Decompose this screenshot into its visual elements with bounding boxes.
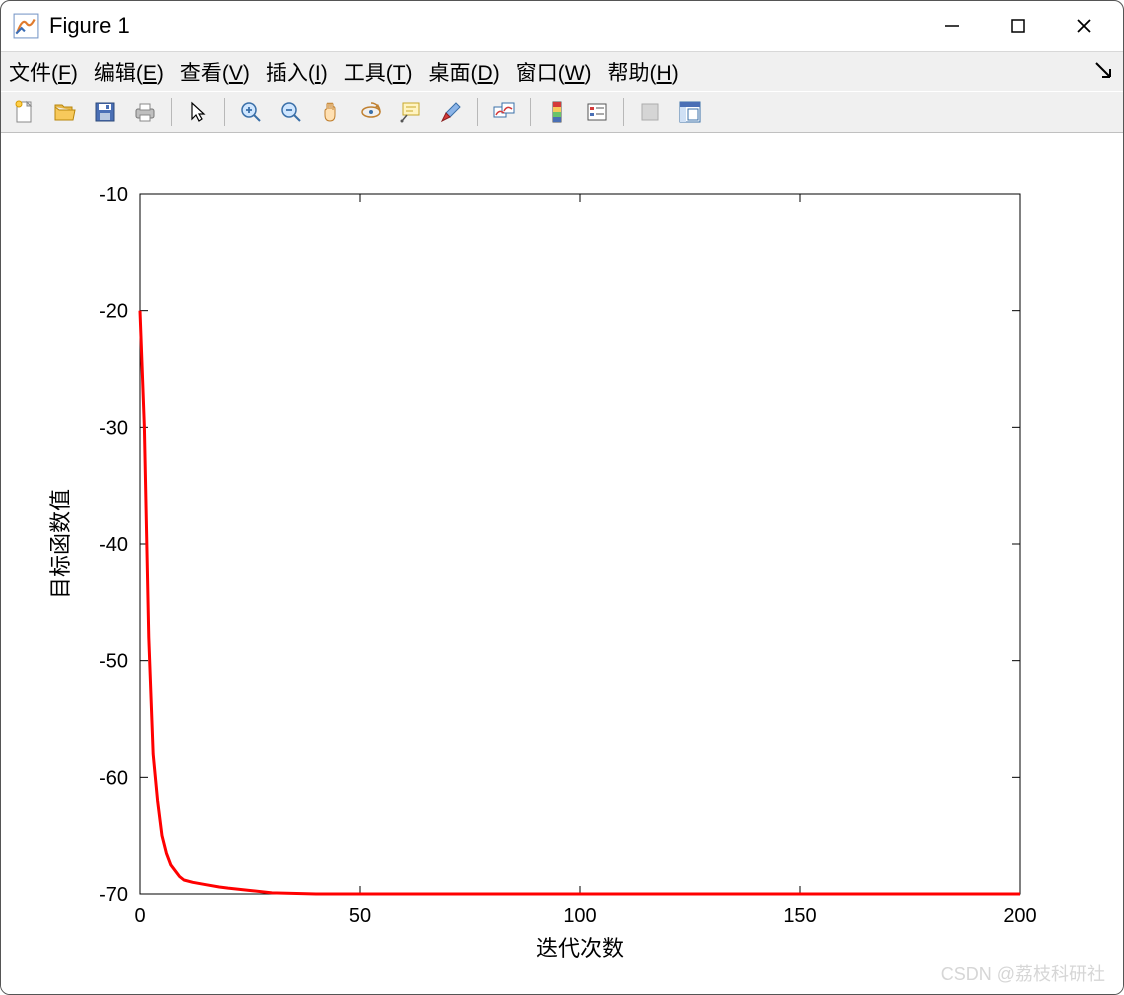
colorbar-button[interactable]: [539, 96, 575, 128]
svg-text:-40: -40: [99, 534, 128, 556]
menu-help[interactable]: 帮助(H): [608, 57, 679, 87]
svg-text:0: 0: [134, 905, 145, 927]
window-controls: [919, 1, 1117, 51]
toolbar-separator: [171, 98, 172, 126]
svg-text:-70: -70: [99, 884, 128, 906]
menu-view[interactable]: 查看(V): [180, 57, 250, 87]
brush-button[interactable]: [433, 96, 469, 128]
zoom-in-button[interactable]: [233, 96, 269, 128]
close-button[interactable]: [1051, 1, 1117, 51]
window-title: Figure 1: [49, 13, 130, 39]
new-figure-button[interactable]: [7, 96, 43, 128]
legend-button[interactable]: [579, 96, 615, 128]
toolbar-separator: [623, 98, 624, 126]
maximize-button[interactable]: [985, 1, 1051, 51]
toolbar-separator: [477, 98, 478, 126]
hide-plot-tools-button[interactable]: [632, 96, 668, 128]
datatip-button[interactable]: [393, 96, 429, 128]
svg-text:100: 100: [563, 905, 596, 927]
figure-canvas[interactable]: 0 50 100 150 200 -10 -20 -30 -40 -50 -60 -70 迭代次数 目标函…: [1, 133, 1123, 994]
menu-edit[interactable]: 编辑(E): [94, 57, 164, 87]
zoom-out-button[interactable]: [273, 96, 309, 128]
open-button[interactable]: [47, 96, 83, 128]
pointer-button[interactable]: [180, 96, 216, 128]
titlebar: Figure 1: [1, 1, 1123, 51]
menu-file[interactable]: 文件(F): [9, 57, 78, 87]
menubar: 文件(F) 编辑(E) 查看(V) 插入(I) 工具(T) 桌面(D) 窗口(W…: [1, 51, 1123, 91]
rotate3d-button[interactable]: [353, 96, 389, 128]
svg-text:迭代次数: 迭代次数: [536, 936, 624, 961]
svg-text:目标函数值: 目标函数值: [48, 489, 73, 599]
svg-text:-60: -60: [99, 767, 128, 789]
toolbar: [1, 91, 1123, 133]
svg-text:-30: -30: [99, 417, 128, 439]
toolbar-separator: [530, 98, 531, 126]
menu-insert[interactable]: 插入(I): [266, 57, 328, 87]
svg-text:50: 50: [349, 905, 371, 927]
svg-text:-50: -50: [99, 651, 128, 673]
pan-button[interactable]: [313, 96, 349, 128]
svg-text:150: 150: [783, 905, 816, 927]
line-chart: 0 50 100 150 200 -10 -20 -30 -40 -50 -60 -70 迭代次数 目标函…: [1, 134, 1123, 994]
minimize-button[interactable]: [919, 1, 985, 51]
save-button[interactable]: [87, 96, 123, 128]
svg-text:200: 200: [1003, 905, 1036, 927]
menu-tools[interactable]: 工具(T): [344, 57, 413, 87]
undock-icon[interactable]: [1093, 60, 1113, 86]
svg-text:-20: -20: [99, 301, 128, 323]
menu-window[interactable]: 窗口(W): [516, 57, 592, 87]
link-plots-button[interactable]: [486, 96, 522, 128]
svg-text:-10: -10: [99, 184, 128, 206]
toolbar-separator: [224, 98, 225, 126]
show-plot-tools-button[interactable]: [672, 96, 708, 128]
matlab-app-icon: [13, 13, 39, 39]
print-button[interactable]: [127, 96, 163, 128]
menu-desktop[interactable]: 桌面(D): [429, 57, 500, 87]
figure-window: Figure 1 文件(F) 编辑(E) 查看(V) 插入(I) 工具(T) 桌…: [0, 0, 1124, 995]
